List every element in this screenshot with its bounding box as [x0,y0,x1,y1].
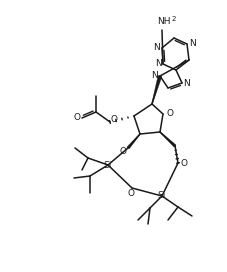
Text: N: N [152,72,158,81]
Text: O: O [180,159,188,168]
Text: O: O [119,147,126,156]
Text: NH: NH [157,17,171,26]
Text: O: O [74,113,81,122]
Polygon shape [127,134,140,149]
Text: Si: Si [104,160,112,169]
Text: N: N [189,39,195,48]
Text: Si: Si [158,191,166,200]
Text: 2: 2 [172,16,176,22]
Text: O: O [166,110,173,119]
Text: O: O [128,188,135,197]
Text: O: O [111,115,118,123]
Text: N: N [155,60,161,69]
Polygon shape [160,132,176,147]
Text: N: N [154,44,160,52]
Text: N: N [184,79,190,88]
Polygon shape [152,75,162,104]
